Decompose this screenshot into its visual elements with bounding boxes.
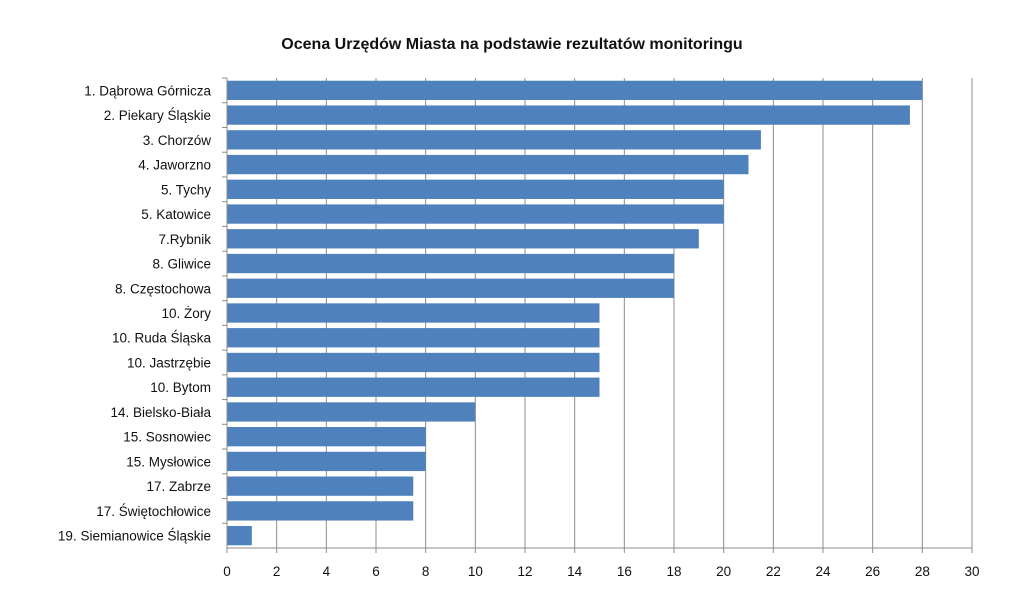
axes xyxy=(222,77,973,553)
category-label: 8. Częstochowa xyxy=(115,281,212,296)
category-label: 15. Mysłowice xyxy=(126,454,211,469)
bar xyxy=(227,352,600,373)
x-tick-label: 14 xyxy=(567,564,583,579)
bar xyxy=(227,204,724,224)
category-label: 8. Gliwice xyxy=(152,257,211,272)
bar xyxy=(227,303,600,323)
bar xyxy=(227,130,761,150)
bar xyxy=(227,476,414,496)
x-tick-label: 0 xyxy=(223,564,231,579)
bar xyxy=(227,253,674,274)
category-label: 10. Ruda Śląska xyxy=(112,331,212,346)
category-label: 14. Bielsko-Biała xyxy=(110,405,211,420)
category-label: 19. Siemianowice Śląskie xyxy=(58,529,211,544)
bar xyxy=(227,402,476,422)
bar xyxy=(227,105,910,125)
x-tick-label: 24 xyxy=(815,564,831,579)
x-tick-label: 20 xyxy=(716,564,731,579)
bar xyxy=(227,179,724,199)
chart-title: Ocena Urzędów Miasta na podstawie rezult… xyxy=(281,36,743,53)
category-label: 5. Katowice xyxy=(141,207,211,222)
x-tick-label: 30 xyxy=(964,564,979,579)
category-label: 10. Jastrzębie xyxy=(127,355,211,370)
category-label: 17. Zabrze xyxy=(146,479,211,494)
category-label: 2. Piekary Śląskie xyxy=(104,108,211,123)
bar xyxy=(227,278,674,298)
bar xyxy=(227,80,923,101)
x-tick-label: 28 xyxy=(915,564,930,579)
bar xyxy=(227,501,414,521)
x-tick-label: 18 xyxy=(666,564,681,579)
bar xyxy=(227,377,600,397)
category-label: 3. Chorzów xyxy=(143,133,212,148)
category-label: 4. Jaworzno xyxy=(138,158,211,173)
x-tick-label: 2 xyxy=(273,564,281,579)
category-label: 5. Tychy xyxy=(161,182,211,197)
bar xyxy=(227,525,252,546)
category-label: 7.Rybnik xyxy=(158,232,211,247)
bars xyxy=(227,80,923,546)
bar xyxy=(227,328,600,348)
x-tick-label: 4 xyxy=(323,564,331,579)
category-label: 1. Dąbrowa Górnicza xyxy=(84,83,211,98)
tick-labels: 0 2 4 6 8 10 12 14 16 18 20 22 24 26 28 30 xyxy=(223,564,979,579)
category-label: 10. Bytom xyxy=(150,380,211,395)
bar xyxy=(227,154,749,175)
category-labels: 1. Dąbrowa Górnicza 2. Piekary Śląskie 3. … xyxy=(58,83,212,543)
x-tick-label: 10 xyxy=(468,564,483,579)
x-tick-label: 22 xyxy=(766,564,781,579)
x-tick-label: 26 xyxy=(865,564,880,579)
x-tick-label: 8 xyxy=(422,564,430,579)
bar xyxy=(227,451,426,472)
x-tick-label: 6 xyxy=(372,564,380,579)
category-label: 15. Sosnowiec xyxy=(123,430,211,445)
x-tick-label: 12 xyxy=(517,564,532,579)
category-label: 10. Żory xyxy=(161,306,211,321)
x-tick-label: 16 xyxy=(617,564,632,579)
bar xyxy=(227,427,426,447)
category-label: 17. Świętochłowice xyxy=(96,504,211,519)
bar xyxy=(227,229,699,249)
